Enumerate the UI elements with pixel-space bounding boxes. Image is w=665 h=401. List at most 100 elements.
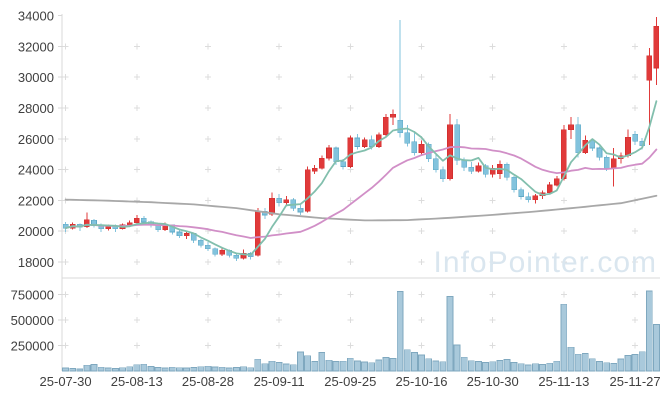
volume-bar [147,366,155,372]
volume-bar [517,363,525,372]
volume-bar [460,356,468,372]
volume-bar [268,360,276,372]
volume-bar [183,367,190,372]
grid-layer [62,43,639,349]
candle-body-down [411,141,418,153]
candle-body-down [333,147,339,163]
volume-bar [62,367,69,372]
candle-body-up [561,129,567,180]
volume-bar [247,367,255,372]
candle-body-up [653,26,660,69]
candle-body-down [198,240,204,246]
volume-bar [354,360,361,372]
candle-body-down [205,244,211,250]
volume-bar [553,360,561,372]
candle-body-down [340,161,347,167]
candle-body-down [589,140,596,149]
volume-bar [411,352,418,372]
volume-bar [282,363,290,372]
candle-body-up [133,217,140,224]
date-tick-label: 25-11-13 [538,374,589,389]
candle-body-up [283,199,290,204]
candle-body-down [603,156,610,169]
candle-body-up [418,143,425,153]
volume-bar [304,355,311,372]
volume-bar [318,352,326,372]
volume-bar [439,361,447,372]
volume-bar [368,362,376,372]
candle-body-down [354,137,361,147]
volume-bar [233,367,240,372]
volume-bar [140,363,148,372]
volume-bar [261,363,269,372]
candle-body-down [575,124,581,153]
volume-bar [425,358,432,372]
volume-bar [97,366,105,372]
candle-body-down [440,169,446,180]
volume-bar [346,357,354,372]
axis-labels: 34000 32000 30000 28000 26000 24000 22000 20000… [11,9,661,389]
volume-bar [418,354,425,372]
candle-body-down [233,254,240,259]
volume-bar [589,358,596,372]
candle-body-down [276,197,282,204]
candle-body-down [432,158,439,170]
volume-bar [532,363,539,372]
volume-bar [112,368,119,372]
volume-bar [567,346,575,372]
volume-bar [403,349,411,372]
price-tick-label: 28000 [18,101,54,116]
volume-bar [645,290,653,372]
volume-bar [467,360,475,372]
volume-bar [240,366,247,372]
date-tick-label: 25-09-11 [254,374,305,389]
volume-bar [503,359,511,372]
volume-bar [290,364,297,372]
price-tick-label: 32000 [18,39,54,54]
candle-body-up [610,158,617,169]
candle-body-up [489,167,496,175]
volume-bar [653,324,660,372]
date-tick-label: 25-10-30 [467,374,519,389]
volume-bar [610,363,618,372]
volume-bar [275,362,283,372]
volume-tick-label: 250000 [11,339,54,354]
candle-body-up [447,124,453,180]
volume-bar [339,360,347,372]
volume-bar [204,365,212,372]
volume-bar [254,358,262,372]
candle-body-up [475,165,482,172]
moving-average-lines [64,100,658,256]
volume-bar [617,358,625,372]
date-tick-label: 25-08-13 [111,374,163,389]
candle-body-up [646,55,653,81]
volume-tick-label: 500000 [11,313,54,328]
volume-bar [389,358,397,372]
volume-bar [524,364,532,372]
volume-bar [83,364,91,372]
volume-bar [539,364,546,372]
volume-bar [603,362,610,372]
candle-body-down [511,177,517,190]
watermark: InfoPointer.com [434,246,657,279]
axis-layer [58,14,660,372]
date-tick-label: 25-07-30 [40,374,92,389]
candle-body-down [518,189,524,197]
volume-bar [631,354,639,372]
candle-body-up [568,124,574,130]
candle-body-down [468,166,475,172]
volume-bar [311,361,319,372]
candle-body-down [525,196,532,200]
date-tick-label: 25-09-25 [324,374,376,389]
volume-bar [211,366,219,372]
candle-body-up [183,233,190,237]
candle-body-up [390,113,396,118]
candle-body-down [297,207,304,213]
candle-body-up [319,157,325,169]
volume-bar [574,353,582,372]
volume-bar [90,364,98,372]
volume-bar [489,361,497,372]
candle-body-up [311,167,318,172]
volume-bar [119,367,126,372]
